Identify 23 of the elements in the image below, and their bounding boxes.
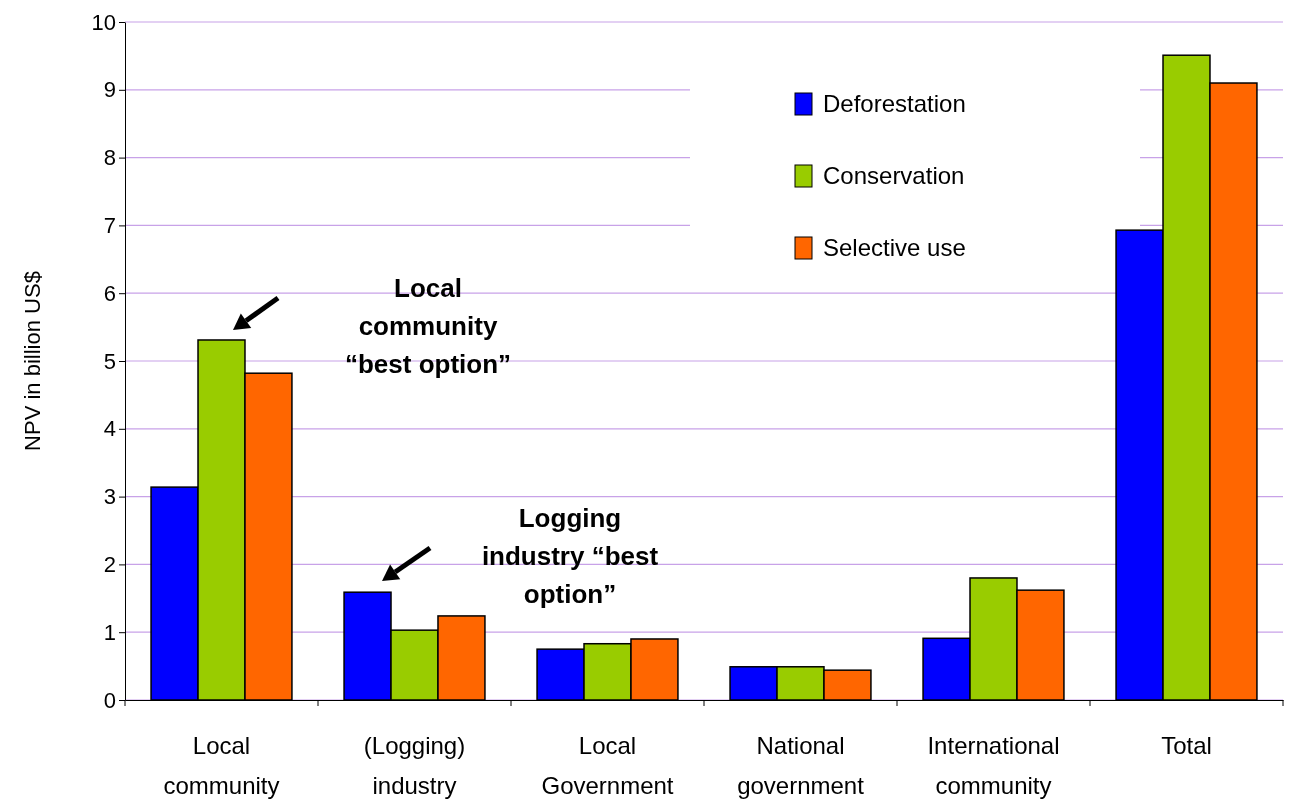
x-tick-label: National government — [737, 732, 865, 799]
x-tick-label: International community — [927, 732, 1060, 799]
y-tick-label: 4 — [103, 416, 116, 442]
y-tick-label: 0 — [103, 687, 116, 713]
annotation: Local community “best option” — [344, 273, 512, 379]
y-tick-label: 8 — [103, 145, 116, 171]
legend-label: Selective use — [823, 234, 966, 261]
annotation: Logging industry “best option” — [481, 503, 659, 609]
y-tick-label: 1 — [103, 619, 116, 645]
y-tick-label: 3 — [103, 484, 116, 510]
y-tick-label: 7 — [103, 212, 116, 238]
x-tick-label: Total — [1161, 732, 1212, 759]
y-axis-title: NPV in billion US$ — [20, 271, 45, 451]
y-tick-label: 2 — [103, 551, 116, 577]
x-tick-label: Local Government — [541, 732, 674, 799]
y-tick-label: 10 — [91, 9, 116, 35]
legend-label: Deforestation — [823, 90, 966, 117]
y-tick-label: 6 — [103, 280, 116, 306]
x-tick-label: Local community — [163, 732, 280, 799]
y-tick-label: 9 — [103, 77, 116, 103]
legend-label: Conservation — [823, 162, 965, 189]
y-tick-label: 5 — [103, 348, 116, 374]
x-tick-label: (Logging) industry — [363, 732, 466, 799]
